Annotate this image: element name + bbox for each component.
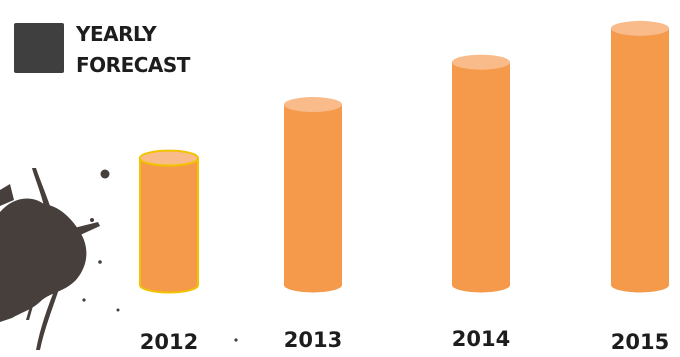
category-label-2012: 2012	[140, 330, 198, 354]
category-label-2015: 2015	[611, 330, 669, 354]
legend-label-line-2: FORECAST	[76, 53, 190, 77]
category-label-2013: 2013	[284, 328, 342, 352]
bar-2012	[139, 149, 199, 294]
legend-label-line-1: YEARLY	[76, 22, 157, 46]
bar-body-2012	[139, 157, 199, 294]
bar-2015	[611, 20, 669, 293]
category-label-2014: 2014	[452, 327, 510, 351]
legend-swatch	[14, 23, 64, 73]
ink-splatter-decoration	[0, 168, 238, 350]
bar-body-2014	[452, 62, 510, 293]
bar-cap-2013	[284, 97, 342, 113]
bar-body-2013	[284, 104, 342, 293]
bar-body-2015	[611, 28, 669, 293]
bar-2013	[284, 97, 342, 293]
bar-cap-2014	[452, 54, 510, 70]
bar-2014	[452, 54, 510, 293]
bar-cap-2015	[611, 20, 669, 36]
bar-cap-2012	[139, 149, 199, 167]
